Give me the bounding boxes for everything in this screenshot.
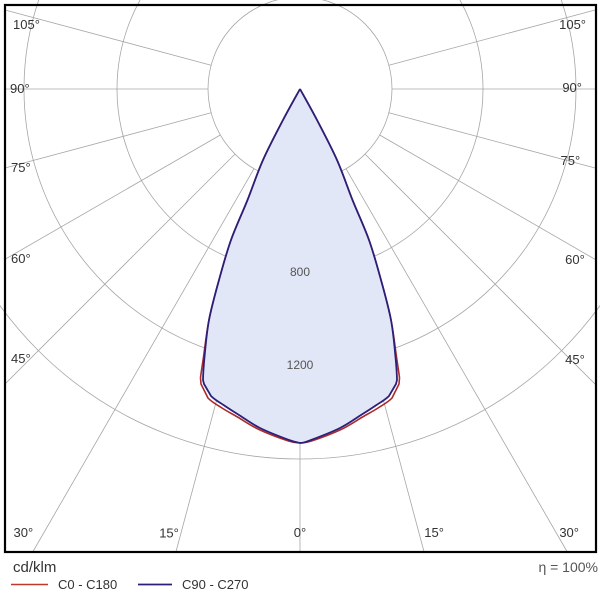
svg-text:1200: 1200 xyxy=(287,358,314,372)
svg-text:105°: 105° xyxy=(559,17,586,32)
svg-text:η = 100%: η = 100% xyxy=(538,559,598,575)
svg-text:75°: 75° xyxy=(11,160,31,175)
svg-text:90°: 90° xyxy=(10,81,30,96)
svg-text:60°: 60° xyxy=(11,251,31,266)
svg-text:15°: 15° xyxy=(159,526,179,541)
svg-text:45°: 45° xyxy=(565,352,585,367)
svg-text:60°: 60° xyxy=(565,252,585,267)
svg-text:C90 - C270: C90 - C270 xyxy=(182,577,248,592)
svg-text:90°: 90° xyxy=(562,80,582,95)
svg-text:C0 - C180: C0 - C180 xyxy=(58,577,117,592)
svg-text:0°: 0° xyxy=(294,525,306,540)
svg-text:cd/klm: cd/klm xyxy=(13,559,56,576)
svg-text:30°: 30° xyxy=(559,525,579,540)
svg-text:800: 800 xyxy=(290,265,310,279)
svg-text:15°: 15° xyxy=(424,525,444,540)
svg-text:105°: 105° xyxy=(13,17,40,32)
svg-text:75°: 75° xyxy=(561,153,581,168)
svg-text:30°: 30° xyxy=(14,525,34,540)
svg-text:45°: 45° xyxy=(11,351,31,366)
